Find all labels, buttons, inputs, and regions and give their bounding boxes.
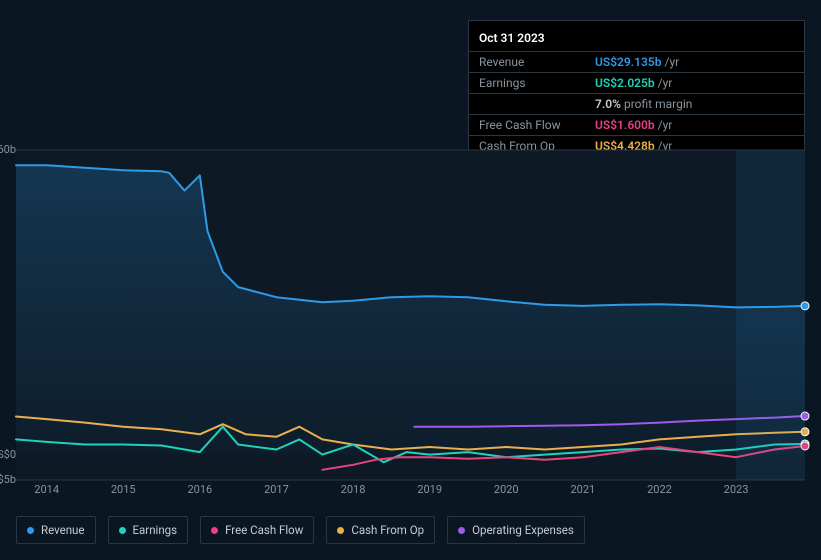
legend-label: Operating Expenses bbox=[472, 523, 574, 537]
tooltip-row: EarningsUS$2.025b/yr bbox=[469, 72, 804, 93]
tooltip-value: US$2.025b bbox=[595, 76, 655, 90]
legend-item-cfo[interactable]: Cash From Op bbox=[326, 516, 435, 544]
tooltip-row: Free Cash FlowUS$1.600b/yr bbox=[469, 114, 804, 135]
tooltip-unit: /yr bbox=[665, 55, 680, 69]
legend-item-earnings[interactable]: Earnings bbox=[108, 516, 189, 544]
chart-svg bbox=[16, 150, 805, 480]
tooltip-date: Oct 31 2023 bbox=[469, 27, 804, 51]
legend-dot-icon bbox=[27, 527, 34, 534]
tooltip-row: RevenueUS$29.135b/yr bbox=[469, 51, 804, 72]
x-axis-label: 2022 bbox=[647, 483, 672, 496]
legend-item-opex[interactable]: Operating Expenses bbox=[447, 516, 585, 544]
tooltip-value: US$1.600b bbox=[595, 118, 655, 132]
x-axis-label: 2018 bbox=[341, 483, 366, 496]
financials-chart-container: Oct 31 2023 RevenueUS$29.135b/yrEarnings… bbox=[0, 0, 821, 560]
tooltip-unit: /yr bbox=[658, 118, 673, 132]
legend-item-revenue[interactable]: Revenue bbox=[16, 516, 96, 544]
x-axis-label: 2019 bbox=[417, 483, 442, 496]
tooltip-unit: /yr bbox=[658, 76, 673, 90]
x-axis-label: 2014 bbox=[34, 483, 59, 496]
y-axis-label: US$0 bbox=[0, 448, 16, 461]
x-axis-label: 2020 bbox=[494, 483, 519, 496]
x-axis-label: 2016 bbox=[187, 483, 212, 496]
tooltip-label: Free Cash Flow bbox=[479, 118, 595, 132]
legend-dot-icon bbox=[458, 527, 465, 534]
legend-label: Cash From Op bbox=[351, 523, 424, 537]
tooltip-label: Revenue bbox=[479, 55, 595, 69]
legend-dot-icon bbox=[211, 527, 218, 534]
legend-item-fcf[interactable]: Free Cash Flow bbox=[200, 516, 314, 544]
tooltip-label: Earnings bbox=[479, 76, 595, 90]
tooltip-value: 7.0% bbox=[595, 97, 621, 111]
tooltip-value: US$29.135b bbox=[595, 55, 662, 69]
tooltip-row: 7.0%profit margin bbox=[469, 93, 804, 114]
x-axis-label: 2017 bbox=[264, 483, 289, 496]
legend-dot-icon bbox=[337, 527, 344, 534]
y-axis-label: US$60b bbox=[0, 143, 16, 156]
x-axis: 2014 2015 2016 2017 2018 2019 2020 2021 2022 2023 bbox=[16, 483, 805, 501]
x-axis-label: 2021 bbox=[570, 483, 595, 496]
legend-label: Earnings bbox=[133, 523, 178, 537]
legend-label: Free Cash Flow bbox=[225, 523, 303, 537]
x-axis-label: 2015 bbox=[111, 483, 136, 496]
tooltip-unit: profit margin bbox=[624, 97, 692, 111]
tooltip-label bbox=[479, 97, 595, 111]
legend-dot-icon bbox=[119, 527, 126, 534]
legend-label: Revenue bbox=[41, 523, 85, 537]
y-axis-label: -US$5b bbox=[0, 473, 16, 486]
chart-area[interactable]: US$60bUS$0-US$5b bbox=[16, 150, 805, 490]
legend: Revenue Earnings Free Cash Flow Cash From O… bbox=[16, 516, 585, 544]
x-axis-label: 2023 bbox=[724, 483, 749, 496]
